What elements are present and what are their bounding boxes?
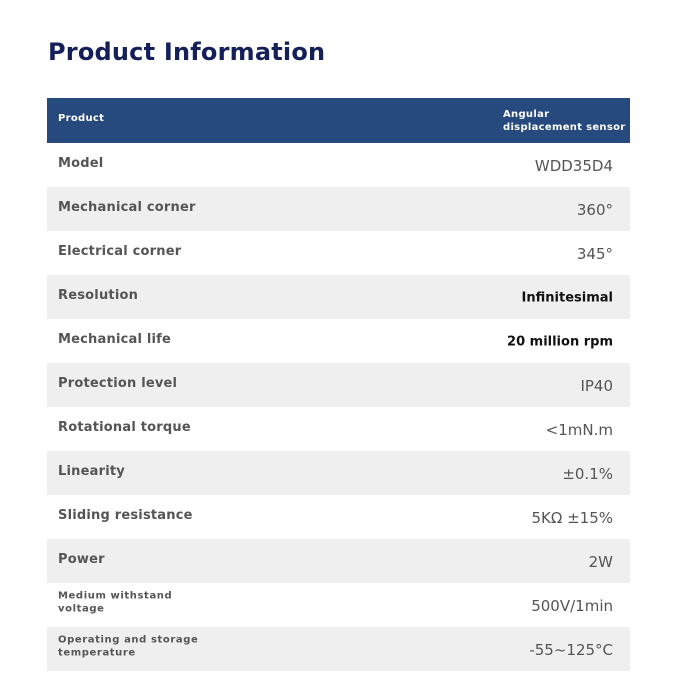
row-label: Operating and storage temperature xyxy=(58,634,199,659)
header-product-label: Product xyxy=(58,113,105,124)
row-resolution: Resolution Infinitesimal xyxy=(47,275,630,319)
row-electrical-corner: Electrical corner 345° xyxy=(47,231,630,275)
row-medium-withstand-voltage: Medium withstand voltage 500V/1min xyxy=(47,583,630,627)
table-header: Product Angular displacement sensor xyxy=(47,98,630,143)
row-label: Resolution xyxy=(58,288,139,303)
row-label: Protection level xyxy=(58,376,178,391)
row-label: Mechanical corner xyxy=(58,200,196,215)
row-value: IP40 xyxy=(580,376,613,395)
row-power: Power 2W xyxy=(47,539,630,583)
row-label: Rotational torque xyxy=(58,420,191,435)
row-label: Power xyxy=(58,552,105,567)
row-mechanical-life: Mechanical life 20 million rpm xyxy=(47,319,630,363)
row-protection-level: Protection level IP40 xyxy=(47,363,630,407)
row-operating-storage-temperature: Operating and storage temperature -55~12… xyxy=(47,627,630,671)
row-value: <1mN.m xyxy=(545,420,613,439)
row-value: 360° xyxy=(576,200,613,219)
row-label: Linearity xyxy=(58,464,125,479)
row-label: Model xyxy=(58,156,104,171)
row-sliding-resistance: Sliding resistance 5KΩ ±15% xyxy=(47,495,630,539)
row-value: 20 million rpm xyxy=(507,334,613,350)
row-mechanical-corner: Mechanical corner 360° xyxy=(47,187,630,231)
row-value: 2W xyxy=(588,552,613,571)
row-value: 5KΩ ±15% xyxy=(531,508,613,527)
row-label: Medium withstand voltage xyxy=(58,590,173,615)
row-value: WDD35D4 xyxy=(534,156,613,175)
row-label: Mechanical life xyxy=(58,332,172,347)
row-value: Infinitesimal xyxy=(521,290,613,306)
row-value: -55~125°C xyxy=(529,640,613,659)
product-spec-table: Product Angular displacement sensor Mode… xyxy=(47,98,630,671)
row-value: 500V/1min xyxy=(531,596,613,615)
row-rotational-torque: Rotational torque <1mN.m xyxy=(47,407,630,451)
page-title: Product Information xyxy=(48,38,326,66)
row-label: Sliding resistance xyxy=(58,508,193,523)
row-value: ±0.1% xyxy=(562,464,613,483)
row-linearity: Linearity ±0.1% xyxy=(47,451,630,495)
header-product-type: Angular displacement sensor xyxy=(503,109,626,133)
row-value: 345° xyxy=(576,244,613,263)
row-label: Electrical corner xyxy=(58,244,182,259)
row-model: Model WDD35D4 xyxy=(47,143,630,187)
